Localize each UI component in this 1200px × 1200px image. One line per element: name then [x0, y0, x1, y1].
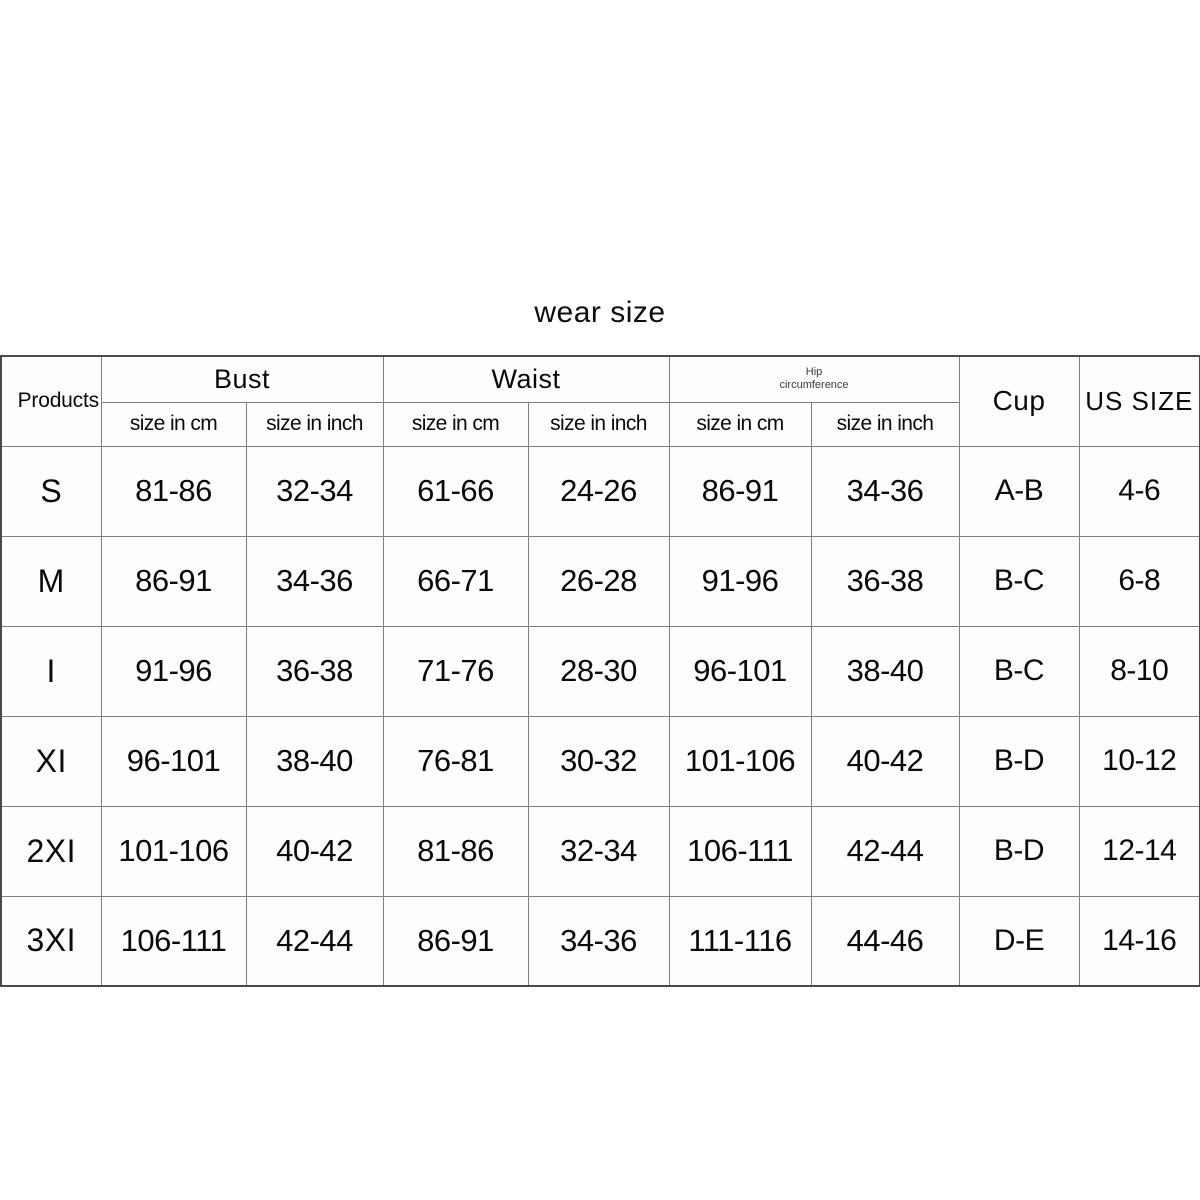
- cell-waist-cm: 81-86: [382, 805, 529, 897]
- cell-us-size: 12-14: [1078, 805, 1200, 897]
- cell-waist-cm: 61-66: [382, 445, 529, 537]
- header-hip-inch: size in inch: [810, 401, 960, 447]
- header-waist-cm: size in cm: [382, 401, 529, 447]
- cell-waist-cm: 76-81: [382, 715, 529, 807]
- table-row: 3XI 106-111 42-44 86-91 34-36 111-116 44…: [0, 895, 1200, 987]
- cell-us-size: 4-6: [1078, 445, 1200, 537]
- table-row: I 91-96 36-38 71-76 28-30 96-101 38-40 B…: [0, 625, 1200, 717]
- cell-bust-cm: 86-91: [100, 535, 247, 627]
- cell-us-size: 8-10: [1078, 625, 1200, 717]
- cell-us-size: 6-8: [1078, 535, 1200, 627]
- cell-hip-cm: 111-116: [668, 895, 812, 987]
- hip-label-line1: Hip: [805, 365, 823, 378]
- cell-bust-inch: 32-34: [245, 445, 384, 537]
- cell-waist-inch: 32-34: [527, 805, 670, 897]
- header-group-waist: Waist: [382, 355, 670, 403]
- cell-cup: A-B: [958, 445, 1080, 537]
- table-body: S 81-86 32-34 61-66 24-26 86-91 34-36 A-…: [0, 445, 1200, 987]
- hip-circumference-label: Hip circumference: [670, 366, 959, 394]
- table-row: S 81-86 32-34 61-66 24-26 86-91 34-36 A-…: [0, 445, 1200, 537]
- cell-size: S: [0, 445, 102, 537]
- table-row: M 86-91 34-36 66-71 26-28 91-96 36-38 B-…: [0, 535, 1200, 627]
- cell-waist-inch: 34-36: [527, 895, 670, 987]
- header-bust-inch: size in inch: [245, 401, 384, 447]
- cell-us-size: 14-16: [1078, 895, 1200, 987]
- cell-size: 3XI: [0, 895, 102, 987]
- header-group-hip: Hip circumference: [668, 355, 960, 403]
- cell-bust-inch: 38-40: [245, 715, 384, 807]
- cell-bust-cm: 101-106: [100, 805, 247, 897]
- cell-bust-cm: 96-101: [100, 715, 247, 807]
- cell-hip-cm: 101-106: [668, 715, 812, 807]
- table-row: 2XI 101-106 40-42 81-86 32-34 106-111 42…: [0, 805, 1200, 897]
- cell-waist-inch: 24-26: [527, 445, 670, 537]
- cell-hip-cm: 96-101: [668, 625, 812, 717]
- cell-hip-cm: 86-91: [668, 445, 812, 537]
- cell-bust-cm: 81-86: [100, 445, 247, 537]
- cell-size: 2XI: [0, 805, 102, 897]
- cell-waist-inch: 26-28: [527, 535, 670, 627]
- cell-waist-inch: 30-32: [527, 715, 670, 807]
- header-waist-inch: size in inch: [527, 401, 670, 447]
- cell-cup: B-C: [958, 625, 1080, 717]
- cell-hip-inch: 36-38: [810, 535, 960, 627]
- cell-hip-inch: 38-40: [810, 625, 960, 717]
- cell-hip-cm: 91-96: [668, 535, 812, 627]
- table-row: XI 96-101 38-40 76-81 30-32 101-106 40-4…: [0, 715, 1200, 807]
- size-chart-table: Products Bust Waist Hip circumference Cu…: [0, 355, 1200, 987]
- cell-bust-inch: 36-38: [245, 625, 384, 717]
- cell-size: M: [0, 535, 102, 627]
- cell-hip-inch: 34-36: [810, 445, 960, 537]
- cell-waist-inch: 28-30: [527, 625, 670, 717]
- table-header: Products Bust Waist Hip circumference Cu…: [0, 355, 1200, 447]
- header-products: Products: [0, 355, 102, 447]
- cell-bust-cm: 106-111: [100, 895, 247, 987]
- header-group-bust: Bust: [100, 355, 384, 403]
- cell-bust-inch: 40-42: [245, 805, 384, 897]
- cell-bust-cm: 91-96: [100, 625, 247, 717]
- header-bust-cm: size in cm: [100, 401, 247, 447]
- cell-cup: D-E: [958, 895, 1080, 987]
- cell-cup: B-C: [958, 535, 1080, 627]
- page-title: wear size: [534, 296, 666, 329]
- header-subunit-row: size in cm size in inch size in cm size …: [1, 401, 1200, 447]
- cell-waist-cm: 71-76: [382, 625, 529, 717]
- cell-size: I: [0, 625, 102, 717]
- cell-bust-inch: 34-36: [245, 535, 384, 627]
- header-hip-cm: size in cm: [668, 401, 812, 447]
- header-group-row: Products Bust Waist Hip circumference Cu…: [0, 355, 1200, 447]
- cell-cup: B-D: [958, 805, 1080, 897]
- header-cup: Cup: [958, 355, 1080, 447]
- cell-hip-inch: 42-44: [810, 805, 960, 897]
- hip-label-line2: circumference: [779, 379, 849, 392]
- cell-us-size: 10-12: [1078, 715, 1200, 807]
- cell-hip-inch: 40-42: [810, 715, 960, 807]
- cell-cup: B-D: [958, 715, 1080, 807]
- cell-hip-cm: 106-111: [668, 805, 812, 897]
- header-us-size: US SIZE: [1078, 355, 1200, 447]
- cell-waist-cm: 86-91: [382, 895, 529, 987]
- cell-hip-inch: 44-46: [810, 895, 960, 987]
- cell-size: XI: [0, 715, 102, 807]
- cell-bust-inch: 42-44: [245, 895, 384, 987]
- cell-waist-cm: 66-71: [382, 535, 529, 627]
